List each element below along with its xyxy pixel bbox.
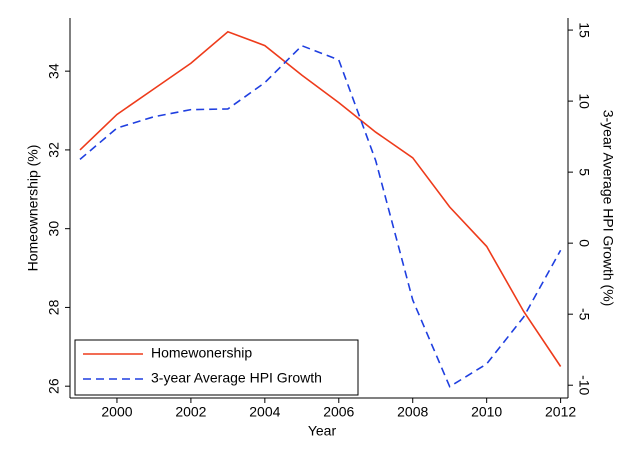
y2-tick-label: 15 [576, 22, 592, 38]
y2-tick-label: 0 [576, 239, 592, 247]
x-tick-label: 2010 [471, 404, 502, 420]
series-line [79, 44, 562, 388]
y-axis-label: Homeownership (%) [25, 145, 41, 272]
legend-label: 3-year Average HPI Growth [151, 370, 322, 386]
x-tick-label: 2004 [249, 404, 280, 420]
y2-tick-label: -10 [576, 375, 592, 395]
y-tick-label: 32 [46, 142, 62, 158]
x-tick-label: 2012 [545, 404, 576, 420]
x-tick-label: 2008 [397, 404, 428, 420]
legend-label: Homewonership [151, 345, 252, 361]
x-tick-label: 2006 [323, 404, 354, 420]
y-tick-label: 28 [46, 299, 62, 315]
y2-tick-label: 5 [576, 168, 592, 176]
y2-tick-label: 10 [576, 93, 592, 109]
y-tick-label: 34 [46, 63, 62, 79]
legend-box [74, 339, 359, 396]
x-tick-label: 2000 [101, 404, 132, 420]
y2-tick-label: -5 [576, 308, 592, 321]
x-tick-label: 2002 [175, 404, 206, 420]
y-tick-label: 26 [46, 378, 62, 394]
y2-axis-label: 3-year Average HPI Growth (%) [600, 110, 616, 307]
x-axis-label: Year [308, 423, 337, 439]
y-tick-label: 30 [46, 221, 62, 237]
series-line [79, 30, 562, 367]
